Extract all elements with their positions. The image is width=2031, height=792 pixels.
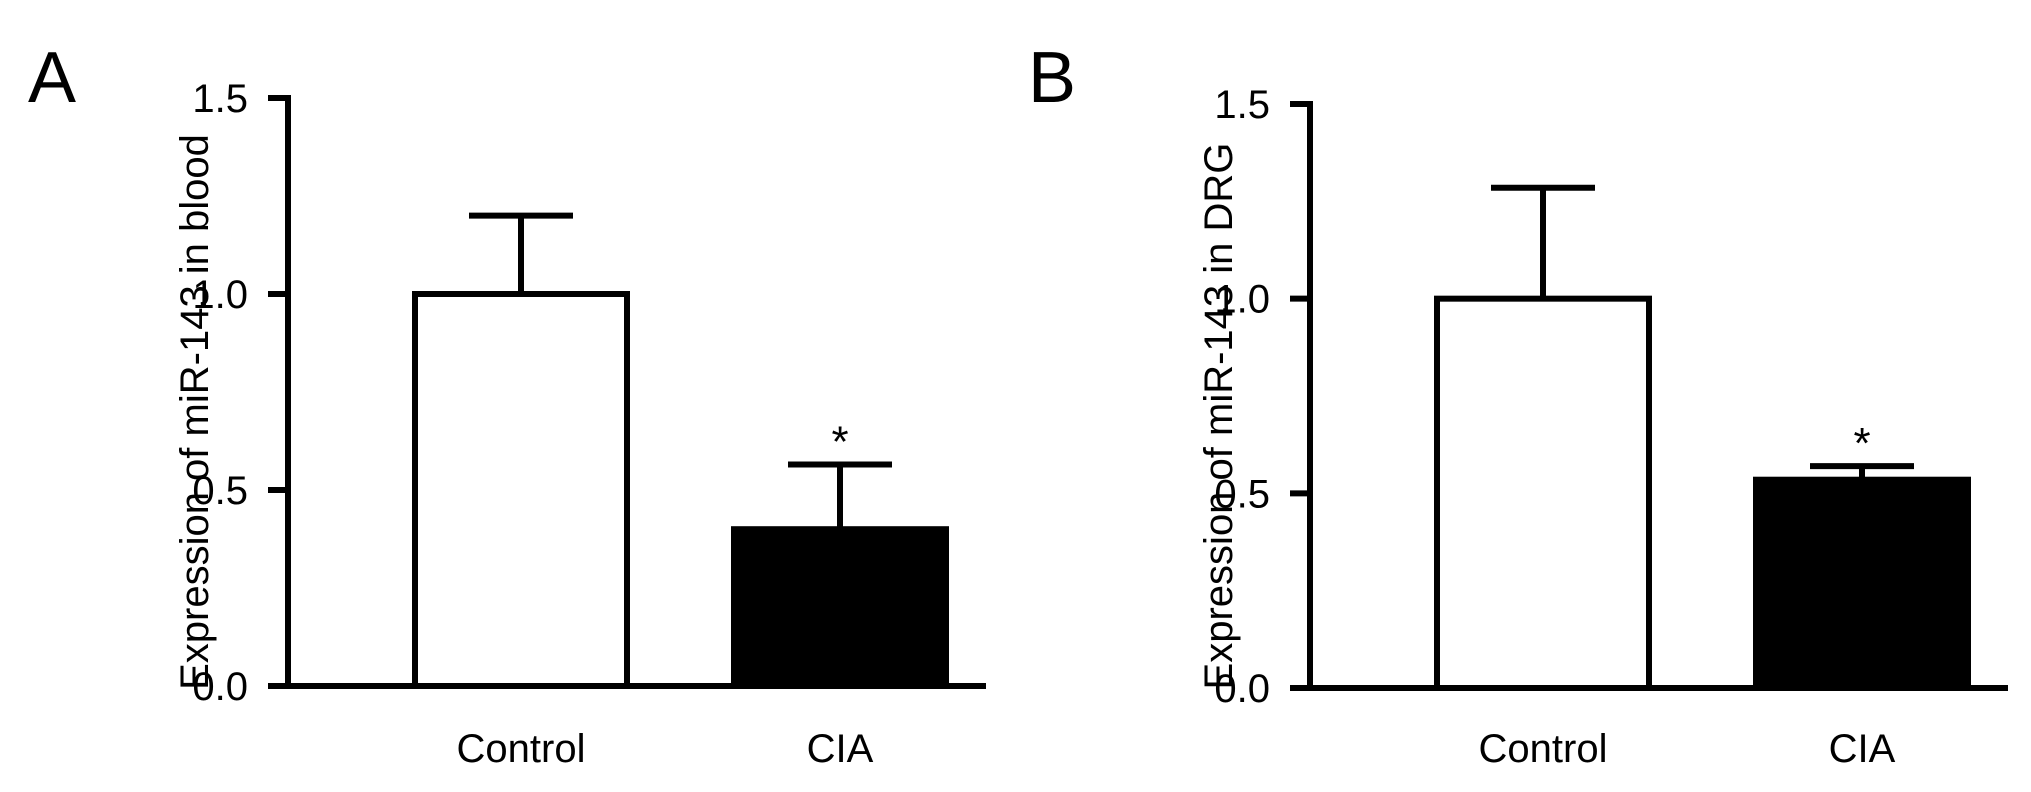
y-axis-title: Expression of miR-143 in DRG <box>1197 143 1241 690</box>
panel-label: A <box>28 38 76 118</box>
y-tick-label: 1.5 <box>192 77 248 121</box>
y-tick-label: 1.5 <box>1214 83 1270 127</box>
y-tick-label: 1.0 <box>1214 278 1270 322</box>
y-tick-label: 0.5 <box>1214 472 1270 516</box>
bar-control <box>412 291 630 689</box>
bar-cia <box>1753 476 1971 691</box>
y-tick-label: 1.0 <box>192 273 248 317</box>
bar-control <box>1434 295 1652 691</box>
x-category-label: CIA <box>1829 727 1896 771</box>
bar-cia <box>731 526 949 690</box>
panel-label: B <box>1028 38 1076 118</box>
significance-marker: * <box>1853 419 1870 468</box>
significance-marker: * <box>831 418 848 467</box>
y-tick-label: 0.0 <box>1214 667 1270 711</box>
y-axis-title: Expression of miR-143 in blood <box>173 134 217 690</box>
y-tick-label: 0.5 <box>192 469 248 513</box>
x-category-label: CIA <box>807 727 874 771</box>
x-category-label: Control <box>457 727 586 771</box>
x-category-label: Control <box>1479 727 1608 771</box>
y-tick-label: 0.0 <box>192 665 248 709</box>
